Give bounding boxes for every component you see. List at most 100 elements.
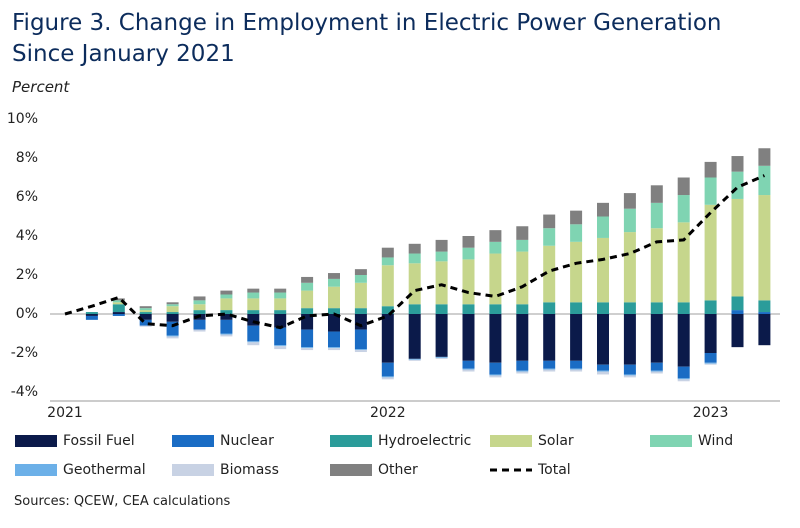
bar-segment <box>704 177 717 205</box>
bar-segment <box>623 302 636 314</box>
bar-segment <box>677 177 690 196</box>
bar-segment <box>220 294 233 299</box>
bar-segment <box>516 370 529 372</box>
bar-segment <box>597 364 609 371</box>
bar-segment <box>112 304 125 313</box>
bar-segment <box>489 362 502 375</box>
bar-segment <box>166 302 179 305</box>
bar-segment <box>704 161 717 178</box>
bar-segment <box>435 251 448 262</box>
bar-segment <box>354 308 367 314</box>
bar-segment <box>516 251 529 305</box>
bar-segment <box>462 369 475 372</box>
bar-segment <box>435 239 448 252</box>
bar-segment <box>704 314 717 353</box>
bar-segment <box>543 245 556 303</box>
bar-segment <box>381 257 394 266</box>
bar-segment <box>381 306 394 314</box>
legend-label: Other <box>378 462 418 478</box>
bar-segment <box>85 314 98 316</box>
bar-segment <box>677 222 690 303</box>
legend-label: Wind <box>698 433 733 449</box>
bar-segment <box>758 195 771 301</box>
bar-segment <box>570 210 583 225</box>
bar-segment <box>650 314 663 363</box>
bar-segment <box>570 369 583 372</box>
bar-segment <box>274 292 287 299</box>
bar-segment <box>328 331 340 348</box>
bar-segment <box>489 241 502 254</box>
bar-segment <box>354 269 367 275</box>
bar-segment <box>704 300 717 314</box>
bar-segment <box>650 228 663 303</box>
bar-segment <box>381 362 394 377</box>
legend-swatch <box>15 435 57 447</box>
bar-segment <box>328 347 340 349</box>
bar-segment <box>166 314 179 322</box>
bar-segment <box>220 298 233 311</box>
bar-segment <box>543 314 556 361</box>
legend-label: Biomass <box>220 462 279 478</box>
bar-segment <box>435 314 448 357</box>
bar-segment <box>516 226 529 240</box>
y-tick-label: 0% <box>16 306 38 322</box>
bar-segment <box>650 362 663 371</box>
bar-segment <box>408 314 421 359</box>
bar-segment <box>193 296 206 301</box>
bar-segment <box>435 304 448 314</box>
bar-segment <box>543 214 556 229</box>
bar-segment <box>328 286 340 309</box>
legend-swatch <box>490 435 532 447</box>
bar-segment <box>381 314 394 363</box>
bar-segment <box>220 333 233 335</box>
bar-segment <box>570 368 583 370</box>
y-tick-label: 6% <box>16 189 38 205</box>
bar-segment <box>301 348 314 351</box>
bar-segment <box>731 314 744 348</box>
bar-segment <box>193 300 206 305</box>
bar-segment <box>220 334 233 337</box>
bar-segment <box>139 306 152 309</box>
bar-segment <box>112 298 125 301</box>
bar-segment <box>166 306 179 313</box>
bar-segment <box>462 247 475 260</box>
bar-segment <box>166 335 179 337</box>
bar-segment <box>758 148 771 166</box>
bar-segment <box>328 348 340 351</box>
bar-segment <box>220 290 233 295</box>
bar-segment <box>247 325 260 342</box>
bar-segment <box>301 282 314 291</box>
bar-segment <box>489 314 502 363</box>
bar-segment <box>677 379 690 382</box>
bar-segment <box>462 236 475 248</box>
bar-segment <box>650 302 663 314</box>
bar-segment <box>543 302 556 314</box>
bar-segment <box>758 312 771 314</box>
bar-segment <box>112 300 125 303</box>
bar-segment <box>408 263 421 305</box>
bar-segment <box>139 308 152 311</box>
legend-swatch <box>330 464 372 476</box>
bar-segment <box>704 363 717 365</box>
legend-swatch <box>330 435 372 447</box>
bar-segment <box>623 374 636 376</box>
legend-label: Solar <box>538 433 574 449</box>
bar-segment <box>623 314 636 365</box>
bar-segment <box>677 302 690 314</box>
bar-segment <box>650 185 663 203</box>
bar-segment <box>516 239 529 252</box>
bar-segment <box>220 319 233 334</box>
bar-segment <box>247 298 260 311</box>
bar-segment <box>274 314 287 328</box>
bar-segment <box>220 314 233 320</box>
bar-segment <box>301 276 314 283</box>
bar-segment <box>462 259 475 305</box>
bar-segment <box>381 377 394 380</box>
bar-segment <box>489 374 502 376</box>
legend-swatch <box>172 464 214 476</box>
bar-segment <box>597 216 609 238</box>
bar-segment <box>543 360 556 369</box>
bar-segment <box>570 302 583 314</box>
bar-segment <box>489 304 502 314</box>
legend-label: Hydroelectric <box>378 433 471 449</box>
